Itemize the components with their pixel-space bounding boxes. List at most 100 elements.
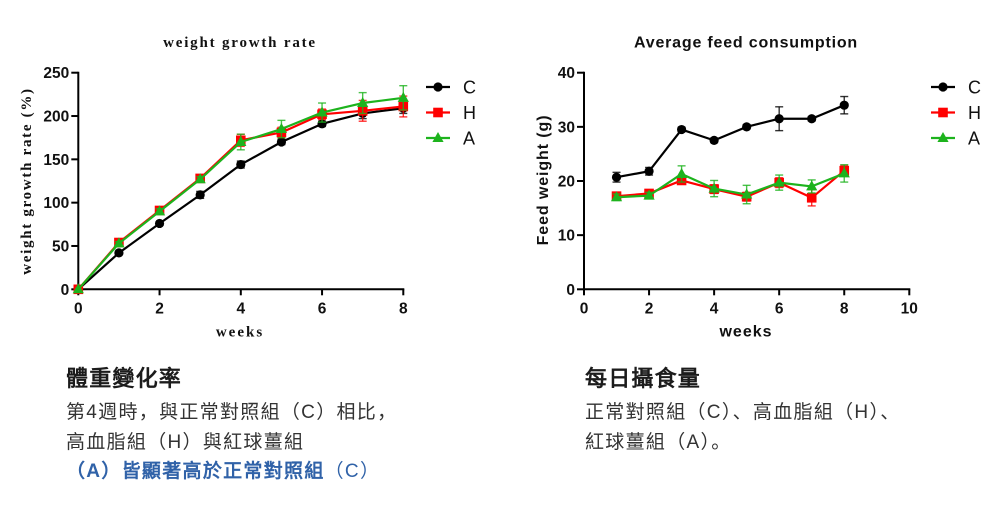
y-axis-label: Feed weight (g) [535,115,552,246]
legend-item-c: C [426,78,476,98]
data-point-a [357,97,369,108]
caption-heading: 每日攝食量 [585,366,702,391]
highlight-regular-text: （C） [324,461,381,482]
legend-item-c: C [931,78,981,98]
caption-line: 紅球薑組（A）。 [585,431,732,453]
data-point-a [235,136,247,147]
x-tick-label: 6 [318,301,327,318]
legend-label-a: A [968,129,980,149]
data-point-a [675,167,688,178]
series-h [73,95,409,295]
y-tick-label: 50 [52,238,69,255]
data-point-a [72,283,84,294]
data-point-a [643,189,655,200]
x-tick-label: 10 [901,301,918,318]
x-tick-label: 0 [74,301,83,318]
data-point-a [397,91,409,102]
legend-label-c: C [968,78,981,98]
axes [577,71,911,296]
weight-change-caption: 體重變化率 第4週時，與正常對照組（C）相比， 高血脂組（H）與紅球薑組 （A）… [66,362,397,487]
series-a [72,84,409,294]
caption-body: 正常對照組（C）、高血脂組（H）、 紅球薑組（A）。 [585,398,901,457]
caption-heading: 體重變化率 [66,366,183,391]
x-axis-label: weeks [216,325,264,341]
data-point-a [153,205,166,216]
data-point-a [806,180,818,191]
x-tick-label: 0 [580,301,589,318]
data-point-c [807,114,817,124]
data-point-a [275,123,288,134]
series-line-c [616,104,845,179]
data-point-a [773,176,785,187]
axes [71,71,405,296]
feed-intake-caption: 每日攝食量 正常對照組（C）、高血脂組（H）、 紅球薑組（A）。 [585,362,901,457]
x-tick-label: 2 [645,301,654,318]
y-tick-label: 150 [43,152,69,169]
data-point-c [276,137,287,147]
data-point-a [610,191,623,202]
error-bars-c [114,102,408,256]
legend-marker-c [938,82,948,92]
y-axis-label: weight growth rate (%) [19,87,35,275]
data-point-a [708,182,720,193]
data-point-c [236,159,246,170]
data-point-c [154,218,165,229]
x-tick-label: 4 [710,301,719,318]
y-tick-label: 20 [558,174,575,191]
caption-line: 正常對照組（C）、高血脂組（H）、 [585,402,901,423]
legend-marker-h [938,107,948,118]
x-tick-label: 6 [775,301,784,318]
legend-marker-c [433,82,443,92]
x-axis-label: weeks [718,324,772,341]
y-tick-label: 0 [61,282,70,299]
y-tick-label: 250 [43,65,69,82]
legend-item-a: A [426,129,475,149]
legend-item-a: A [931,129,980,149]
x-tick-label: 2 [155,301,164,318]
data-point-h [806,192,817,203]
weight-growth-rate-chart: weight growth rate 0 2 4 6 8 0 50 100 150 200 250 we… [19,35,476,341]
y-tick-label: 100 [43,195,69,212]
series-c [611,95,849,183]
series-a [610,164,850,205]
y-tick-label: 200 [43,109,69,126]
series-line-a [77,96,404,291]
legend-marker-a [432,132,444,142]
data-point-a [113,237,125,248]
chart-title: weight growth rate [163,35,317,51]
data-point-c [742,122,752,132]
y-tick-label: 10 [558,228,575,245]
legend-marker-h [433,107,443,118]
y-tick-label: 40 [558,65,575,82]
data-point-c [676,124,687,135]
legend-marker-a [937,132,949,142]
legend-item-h: H [426,103,476,123]
x-tick-label: 8 [840,301,849,318]
data-point-c [195,190,205,200]
caption-line: 第4週時，與正常對照組（C）相比， [66,402,398,423]
data-point-a [316,106,328,117]
caption-body: 第4週時，與正常對照組（C）相比， 高血脂組（H）與紅球薑組 （A）皆顯著高於正… [66,398,397,487]
highlight-bold-text: （A）皆顯著高於正常對照組 [66,461,325,482]
x-tick-label: 4 [236,301,245,318]
legend-label-c: C [463,78,476,98]
chart-title: Average feed consumption [634,34,858,51]
caption-line: 高血脂組（H）與紅球薑組 [66,431,305,453]
data-point-a [194,173,206,184]
data-point-c [644,166,654,176]
data-point-a [838,167,850,178]
data-point-c [709,135,719,145]
average-feed-consumption-chart: Average feed consumption 0 2 4 6 8 10 0 10 20 30 40… [535,34,981,341]
legend-item-h: H [931,103,981,123]
data-point-a [741,188,753,199]
data-point-c [839,100,849,110]
legend-label-h: H [463,103,476,123]
legend-label-h: H [968,103,981,123]
series-line-a [616,172,845,199]
series-c [73,102,408,294]
y-tick-label: 30 [558,119,575,136]
data-point-c [774,114,784,124]
x-tick-label: 8 [399,301,408,318]
y-tick-label: 0 [566,282,575,299]
data-point-c [611,172,622,182]
